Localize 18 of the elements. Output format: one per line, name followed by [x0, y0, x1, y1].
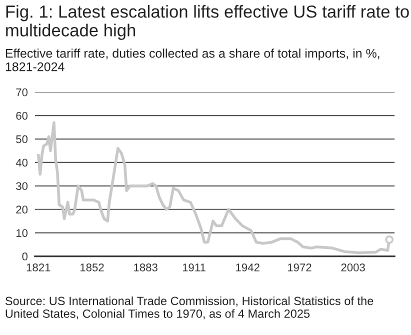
y-tick-label: 50 — [16, 135, 28, 144]
y-tick-label: 70 — [16, 88, 28, 96]
source-note: Source: US International Trade Commission, Historical Statistics of the United States, Colonial Times to 1970, as of 4 March 2025 — [5, 296, 374, 320]
y-tick-label: 0 — [22, 252, 28, 260]
y-tick-label: 20 — [16, 206, 28, 214]
x-tick-label: 1821 — [26, 264, 50, 272]
y-tick-label: 40 — [16, 158, 28, 167]
x-tick-label: 1942 — [236, 264, 260, 272]
x-tick-label: 1883 — [134, 264, 158, 272]
y-tick-label: 10 — [16, 229, 28, 237]
x-tick-label: 1911 — [182, 264, 206, 272]
y-tick-label: 60 — [16, 112, 28, 120]
chart-subtitle: Effective tariff rate, duties collected as a share of total imports, in %, 1821-2024 — [6, 48, 380, 72]
x-tick-label: 2003 — [341, 264, 365, 272]
chart-title: Fig. 1: Latest escalation lifts effective US tariff rate to multidecade high — [6, 5, 409, 40]
x-tick-label: 1972 — [288, 264, 312, 272]
x-tick-label: 1852 — [80, 264, 104, 272]
y-tick-label: 30 — [16, 182, 28, 190]
